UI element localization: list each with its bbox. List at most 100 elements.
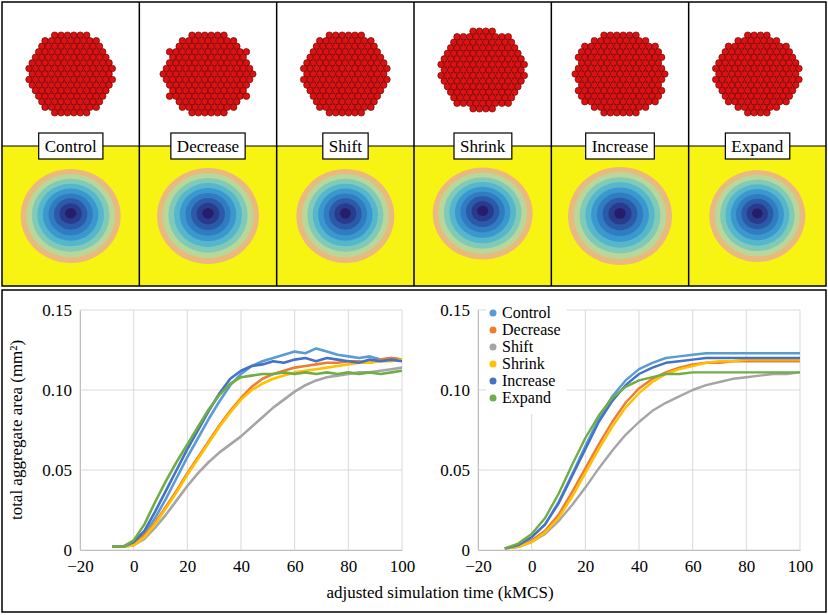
grid-line bbox=[402, 310, 403, 550]
cell bbox=[783, 98, 790, 105]
legend-label: Decrease bbox=[502, 321, 561, 338]
figure: ControlDecreaseShiftShrinkIncreaseExpand… bbox=[0, 0, 828, 615]
panel-label-text: Shrink bbox=[460, 137, 506, 156]
concentration-map bbox=[433, 168, 533, 260]
panel-divider bbox=[276, 2, 278, 286]
cell bbox=[339, 109, 346, 116]
concentration-map bbox=[709, 170, 805, 262]
panel-label-text: Decrease bbox=[177, 137, 239, 156]
grid-line bbox=[294, 310, 295, 550]
x-axis: −20020406080100 bbox=[67, 550, 415, 576]
concentration-ring bbox=[48, 193, 92, 235]
panel-label: Decrease bbox=[171, 133, 245, 159]
cell bbox=[64, 109, 71, 116]
cell bbox=[751, 109, 758, 116]
panel-label-box bbox=[454, 133, 512, 159]
concentration-ring bbox=[168, 178, 247, 253]
series-line bbox=[112, 360, 402, 547]
concentration-ring bbox=[307, 179, 383, 252]
tick-label: 20 bbox=[179, 557, 196, 576]
tick: 60 bbox=[685, 550, 702, 576]
cell bbox=[58, 109, 65, 116]
cell bbox=[725, 98, 732, 105]
concentration-ring bbox=[37, 184, 104, 247]
panel-label: Shrink bbox=[454, 133, 512, 159]
cell bbox=[352, 109, 359, 116]
legend-label: Shrink bbox=[502, 355, 545, 372]
cell bbox=[208, 109, 215, 116]
concentration-ring bbox=[329, 198, 362, 229]
cell bbox=[505, 100, 512, 107]
cell bbox=[757, 109, 764, 116]
tick: 40 bbox=[631, 550, 648, 576]
axis-line bbox=[479, 550, 801, 551]
tick-label: 0 bbox=[64, 541, 73, 560]
cell bbox=[166, 93, 173, 100]
cell bbox=[316, 104, 323, 111]
tick: 0.10 bbox=[440, 381, 478, 400]
grid-line bbox=[348, 310, 349, 550]
cell bbox=[460, 100, 467, 107]
legend-marker bbox=[490, 327, 497, 334]
grid-line bbox=[80, 310, 81, 550]
cell bbox=[620, 109, 627, 116]
concentration-ring bbox=[741, 199, 773, 230]
panel-label-text: Shift bbox=[329, 137, 362, 156]
tick-label: 0 bbox=[462, 541, 471, 560]
cell bbox=[773, 104, 780, 111]
grid-line bbox=[800, 310, 801, 550]
grid bbox=[80, 310, 402, 550]
legend-label: Shift bbox=[502, 338, 534, 355]
panel-label-box bbox=[323, 133, 368, 159]
cell bbox=[221, 109, 228, 116]
panel-label: Increase bbox=[586, 133, 655, 159]
tick-label: 0.15 bbox=[440, 301, 470, 320]
concentration-ring bbox=[720, 180, 795, 252]
cell bbox=[189, 109, 196, 116]
tick: 0 bbox=[462, 541, 479, 560]
concentration-ring bbox=[597, 193, 643, 237]
cell bbox=[345, 109, 352, 116]
concentration-ring bbox=[185, 193, 230, 236]
grid-line bbox=[478, 310, 479, 550]
cell bbox=[368, 104, 375, 111]
axis-line bbox=[80, 311, 81, 551]
legend-label: Increase bbox=[502, 372, 555, 389]
concentration-ring bbox=[26, 174, 115, 258]
cell bbox=[93, 104, 100, 111]
cell bbox=[764, 109, 771, 116]
cell bbox=[582, 98, 589, 105]
concentration-ring bbox=[715, 175, 800, 257]
grid-line bbox=[639, 310, 640, 550]
tick: 40 bbox=[233, 550, 250, 576]
concentration-ring bbox=[318, 189, 372, 241]
legend-label: Expand bbox=[502, 389, 551, 407]
cell bbox=[214, 109, 221, 116]
cell bbox=[633, 109, 640, 116]
concentration-ring bbox=[580, 177, 661, 253]
cell bbox=[332, 109, 339, 116]
concentration-ring bbox=[747, 203, 768, 223]
panel-background bbox=[2, 2, 826, 286]
tick-label: 60 bbox=[685, 557, 702, 576]
plot-area bbox=[112, 348, 402, 546]
grid-line bbox=[241, 310, 242, 550]
panel-divider bbox=[413, 2, 415, 286]
tick: 20 bbox=[179, 550, 196, 576]
panel-label-box bbox=[586, 133, 655, 159]
legend: ControlDecreaseShiftShrinkIncreaseExpand bbox=[486, 304, 567, 414]
concentration-ring bbox=[752, 208, 763, 218]
cell bbox=[230, 104, 237, 111]
panel-label: Control bbox=[39, 133, 103, 159]
concentration-ring bbox=[296, 169, 394, 263]
cell bbox=[652, 98, 659, 105]
cell bbox=[483, 105, 490, 112]
concentration-ring bbox=[466, 196, 499, 227]
concentration-ring bbox=[608, 203, 631, 225]
tick: 0.10 bbox=[42, 381, 80, 400]
concentration-ring bbox=[433, 168, 533, 260]
cell bbox=[358, 109, 365, 116]
axis-line bbox=[81, 550, 403, 551]
concentration-ring bbox=[197, 203, 220, 224]
panel-label-text: Increase bbox=[592, 137, 649, 156]
